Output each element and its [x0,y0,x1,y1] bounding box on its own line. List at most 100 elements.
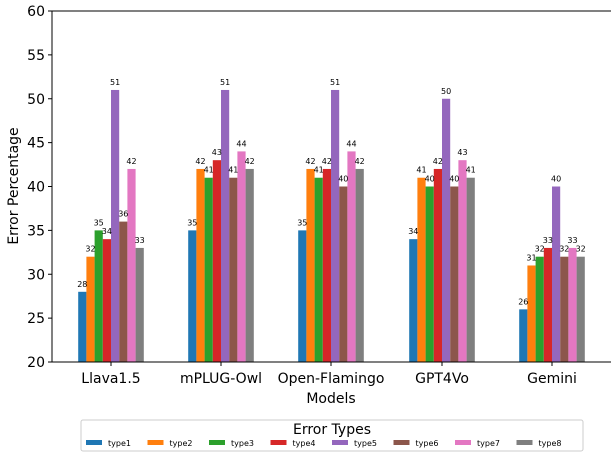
bar-value-label: 43 [212,148,222,157]
bar-type8 [135,247,144,362]
y-tick-label: 30 [27,267,45,283]
bar-type1 [409,239,418,362]
bar-type3 [535,256,544,362]
bar-type5 [442,98,451,362]
bar-value-label: 41 [314,166,324,175]
bar-type7 [347,151,356,362]
bar-type2 [86,256,95,362]
bar-value-label: 35 [94,218,104,227]
bar-type6 [119,221,128,362]
bar-value-label: 40 [338,175,348,184]
bar-value-label: 34 [408,227,418,236]
bar-value-label: 42 [195,157,205,166]
bar-value-label: 33 [543,236,553,245]
bar-value-label: 35 [297,218,307,227]
bar-value-label: 51 [330,78,340,87]
y-axis-label: Error Percentage [6,127,22,244]
legend-label-type7: type7 [477,439,500,448]
bar-type7 [237,151,246,362]
bar-value-label: 26 [518,297,528,306]
bar-value-label: 40 [425,175,435,184]
bar-type4 [433,168,442,362]
bar-value-label: 32 [535,245,545,254]
bar-value-label: 41 [466,166,476,175]
x-tick-label: GPT4Vo [415,371,469,387]
y-tick-label: 45 [27,136,45,152]
legend-label-type4: type4 [293,439,316,448]
legend-title: Error Types [293,422,371,438]
bar-value-label: 40 [449,175,459,184]
legend-label-type3: type3 [231,439,254,448]
bar-type8 [466,177,475,362]
y-axis-ticks: 20 25 30 35 40 45 50 55 60 [27,4,52,371]
x-axis-ticks: Llava1.5 mPLUG-Owl Open-Flamingo GPT4Vo Gemi… [81,362,577,387]
x-tick-label: Gemini [527,371,577,387]
bar-type8 [576,256,585,362]
bar-type2 [196,168,205,362]
legend: Error Types type1 type2 type3 type4 type5 typ… [80,419,584,452]
bar-type7 [568,247,577,362]
bar-value-label: 28 [77,280,87,289]
bar-value-label: 40 [551,175,561,184]
bar-value-label: 32 [576,245,586,254]
bar-value-label: 35 [187,218,197,227]
bar-value-label: 33 [135,236,145,245]
y-tick-label: 20 [27,355,45,371]
bar-type4 [102,239,111,362]
bar-value-label: 44 [346,139,356,148]
bar-value-label: 42 [126,157,136,166]
bar-value-label: 31 [526,253,536,262]
bar-type1 [78,291,87,362]
bar-type5 [331,89,340,362]
legend-label-type1: type1 [108,439,131,448]
bar-value-label: 51 [220,78,230,87]
legend-label-type6: type6 [416,439,439,448]
x-tick-label: mPLUG-Owl [180,371,262,387]
bar-type6 [339,186,348,362]
bar-type2 [527,265,536,362]
x-tick-label: Llava1.5 [81,371,140,387]
bar-type6 [229,177,238,362]
bar-value-label: 33 [567,236,577,245]
bar-type7 [127,168,136,362]
legend-swatch-type1 [86,440,102,445]
bars-layer [78,89,585,363]
x-tick-label: Open-Flamingo [278,371,385,387]
y-tick-label: 25 [27,311,45,327]
bar-value-label: 41 [228,166,238,175]
bar-value-label: 32 [559,245,569,254]
bar-type4 [322,168,331,362]
bar-value-label: 42 [433,157,443,166]
bar-value-label: 41 [416,166,426,175]
bar-type2 [306,168,315,362]
bar-type5 [221,89,230,362]
x-axis-label: Models [306,391,355,407]
y-tick-label: 35 [27,223,45,239]
bar-type7 [458,160,467,362]
bar-type5 [111,89,120,362]
bar-type4 [212,160,221,362]
bar-type2 [417,177,426,362]
legend-label-type8: type8 [539,439,562,448]
bar-value-label: 42 [355,157,365,166]
bar-type3 [204,177,213,362]
y-tick-label: 40 [27,180,45,196]
bar-type8 [355,168,364,362]
bar-type3 [94,230,103,363]
value-labels-layer: 2832353451364233354241435141444235424142… [77,78,586,306]
legend-swatch-type3 [209,440,225,445]
bar-value-label: 44 [236,139,246,148]
legend-items: type1 type2 type3 type4 type5 type6 type7 type8 [86,439,561,448]
bar-type3 [314,177,323,362]
bar-type1 [188,230,197,363]
legend-label-type2: type2 [170,439,193,448]
legend-swatch-type5 [332,440,348,445]
bar-type1 [298,230,307,363]
legend-swatch-type4 [270,440,287,445]
bar-value-label: 36 [118,210,128,219]
bar-type6 [450,186,459,362]
bar-value-label: 34 [102,227,112,236]
bar-type1 [519,309,528,362]
y-tick-label: 55 [27,48,45,64]
